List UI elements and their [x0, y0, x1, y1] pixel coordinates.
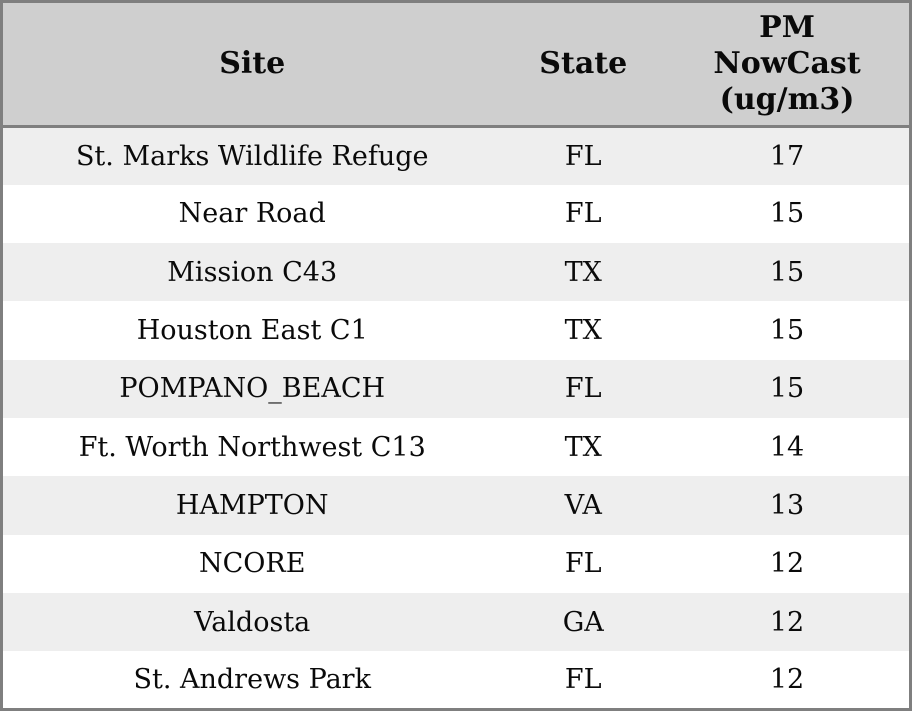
column-header-site: Site — [1, 1, 502, 128]
header-row: Site State PM NowCast (ug/m3) — [1, 1, 911, 128]
state-cell: GA — [562, 606, 604, 638]
pm-value-cell: 15 — [769, 315, 805, 347]
pm-value-cell: 15 — [769, 256, 805, 288]
state-cell: FL — [564, 664, 602, 696]
pm-value-cell: 12 — [769, 664, 805, 696]
site-cell: Ft. Worth Northwest C13 — [78, 431, 426, 463]
table-row: St. Andrews Park FL 12 — [1, 651, 911, 710]
column-header-pm-nowcast-label: PM NowCast (ug/m3) — [713, 10, 861, 117]
pm-value-cell: 15 — [769, 373, 805, 405]
state-cell: TX — [564, 315, 602, 347]
site-cell: St. Marks Wildlife Refuge — [75, 140, 429, 172]
state-cell: FL — [564, 140, 602, 172]
pm-value-cell: 12 — [769, 606, 805, 638]
site-cell: POMPANO_BEACH — [119, 373, 386, 405]
table-row: Mission C43 TX 15 — [1, 243, 911, 302]
table-row: Near Road FL 15 — [1, 184, 911, 244]
table-row: Ft. Worth Northwest C13 TX 14 — [1, 417, 911, 477]
table-row: St. Marks Wildlife Refuge FL 17 — [1, 126, 911, 185]
state-cell: FL — [564, 198, 602, 230]
state-cell: VA — [564, 489, 602, 521]
site-cell: NCORE — [198, 548, 306, 580]
table-row: Valdosta GA 12 — [1, 592, 911, 652]
state-cell: TX — [564, 431, 602, 463]
table-row: NCORE FL 12 — [1, 534, 911, 593]
site-cell: St. Andrews Park — [133, 664, 371, 696]
pm-value-cell: 12 — [769, 548, 805, 580]
pm-value-cell: 17 — [769, 140, 805, 172]
state-cell: FL — [564, 548, 602, 580]
table-row: HAMPTON VA 13 — [1, 476, 911, 535]
pm-value-cell: 13 — [769, 489, 805, 521]
table-row: POMPANO_BEACH FL 15 — [1, 359, 911, 418]
state-cell: TX — [564, 256, 602, 288]
site-cell: HAMPTON — [175, 489, 329, 521]
table-header: Site State PM NowCast (ug/m3) — [1, 1, 911, 128]
state-cell: FL — [564, 373, 602, 405]
column-header-pm-nowcast: PM NowCast (ug/m3) — [665, 1, 911, 128]
pm-value-cell: 14 — [769, 431, 805, 463]
site-cell: Valdosta — [194, 606, 311, 638]
table-row: Houston East C1 TX 15 — [1, 301, 911, 360]
pm-value-cell: 15 — [769, 198, 805, 230]
site-cell: Houston East C1 — [136, 315, 368, 347]
column-header-state: State — [501, 1, 666, 128]
site-cell: Near Road — [178, 198, 326, 230]
table-body: St. Marks Wildlife Refuge FL 17 Near Roa… — [1, 126, 911, 710]
site-cell: Mission C43 — [167, 256, 338, 288]
